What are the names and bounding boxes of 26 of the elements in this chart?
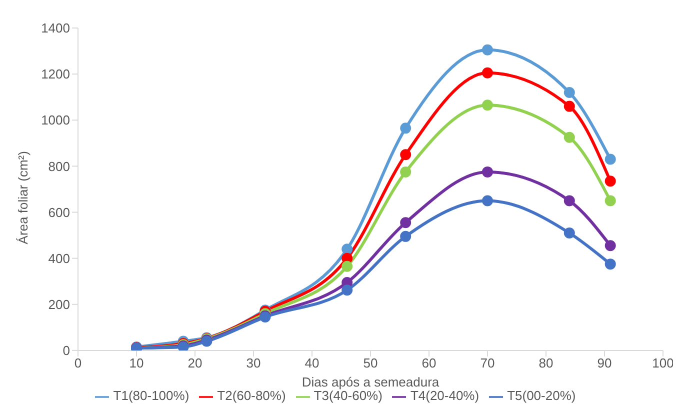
- x-tick-label: 0: [74, 356, 82, 371]
- legend-label: T4(20-40%): [410, 388, 480, 404]
- x-tick-label: 40: [304, 356, 320, 371]
- x-tick-label: 30: [246, 356, 261, 371]
- x-axis-title: Dias após a semeadura: [302, 374, 440, 390]
- y-tick-label: 1400: [41, 20, 70, 36]
- y-tick-label: 1200: [41, 66, 70, 82]
- y-tick-label: 400: [48, 250, 70, 266]
- legend-label: T3(40-60%): [314, 388, 382, 404]
- y-tick-label: 600: [48, 204, 70, 220]
- x-tick-label: 60: [422, 356, 436, 371]
- y-axis-title: Área foliar (cm²): [16, 151, 31, 244]
- legend-label: T1(80-100%): [113, 388, 190, 404]
- y-tick-label: 0: [62, 343, 70, 358]
- x-tick-label: 100: [652, 356, 674, 371]
- x-tick-label: 10: [129, 356, 144, 371]
- x-tick-label: 80: [538, 356, 554, 371]
- x-tick-label: 70: [480, 356, 495, 371]
- x-tick-label: 90: [597, 356, 612, 371]
- y-tick-label: 800: [48, 158, 70, 174]
- legend-label: T5(00-20%): [507, 388, 576, 404]
- legend-label: T2(60-80%): [217, 388, 286, 404]
- x-tick-label: 20: [188, 356, 202, 371]
- y-tick-label: 1000: [41, 112, 70, 128]
- x-tick-label: 50: [363, 356, 378, 371]
- y-tick-label: 200: [48, 296, 70, 312]
